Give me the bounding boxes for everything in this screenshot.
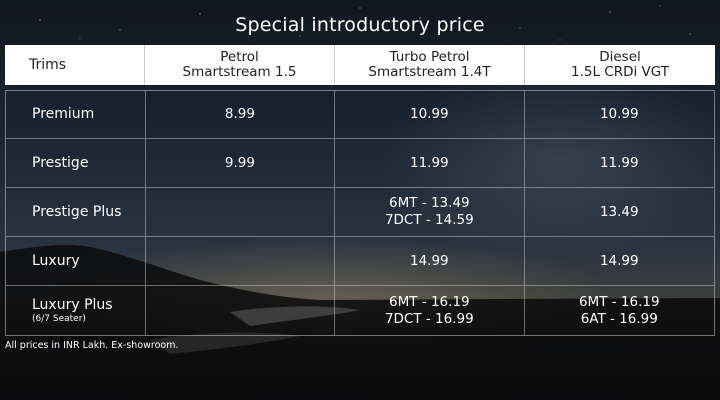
petrol-price-empty: [146, 188, 336, 236]
trim-cell: Luxury: [6, 237, 146, 285]
turbo-price-line1: 6MT - 13.49: [389, 195, 470, 211]
diesel-price: 13.49: [599, 203, 639, 220]
turbo-price-line2: 7DCT - 16.99: [384, 310, 474, 327]
table-row: Luxury 14.99 14.99: [6, 237, 714, 286]
trim-label: Luxury Plus: [32, 296, 113, 313]
table-row: Prestige Plus 6MT - 13.49 7DCT - 14.59 1…: [6, 188, 714, 237]
trim-cell: Premium: [6, 91, 146, 138]
table-row: Prestige 9.99 11.99 11.99: [6, 139, 714, 188]
table-row: Luxury Plus (6/7 Seater) 6MT - 16.19 7DC…: [6, 286, 714, 335]
page-title: Special introductory price: [235, 14, 485, 36]
header-turbo-line2: Smartstream 1.4T: [368, 64, 491, 80]
turbo-price-line1: 6MT - 16.19: [389, 293, 470, 310]
turbo-price: 6MT - 16.19 7DCT - 16.99: [335, 286, 525, 335]
turbo-price: 11.99: [335, 139, 525, 187]
petrol-price: 8.99: [146, 91, 336, 138]
turbo-price-line2: 7DCT - 14.59: [384, 212, 474, 228]
trim-cell: Prestige Plus: [6, 188, 146, 236]
trim-cell: Luxury Plus (6/7 Seater): [6, 286, 146, 335]
header-petrol-line2: Smartstream 1.5: [182, 64, 297, 80]
footnote: All prices in INR Lakh. Ex-showroom.: [5, 340, 179, 351]
diesel-price: 6MT - 16.19 6AT - 16.99: [525, 286, 714, 335]
trim-cell: Prestige: [6, 139, 146, 187]
header-diesel-line2: 1.5L CRDi VGT: [571, 64, 669, 80]
table-row: Premium 8.99 10.99 10.99: [6, 91, 714, 139]
header-trims: Trims: [5, 45, 145, 85]
trim-sublabel: (6/7 Seater): [32, 313, 86, 324]
header-turbo-petrol: Turbo Petrol Smartstream 1.4T: [335, 45, 525, 85]
petrol-price-empty: [146, 237, 336, 285]
turbo-price: 14.99: [335, 237, 525, 285]
turbo-price: 6MT - 13.49 7DCT - 14.59: [335, 188, 525, 236]
table-header: Trims Petrol Smartstream 1.5 Turbo Petro…: [5, 45, 715, 85]
petrol-price: 9.99: [146, 139, 336, 187]
header-turbo-line1: Turbo Petrol: [389, 49, 470, 65]
petrol-price-empty: [146, 286, 336, 335]
header-diesel: Diesel 1.5L CRDi VGT: [525, 45, 715, 85]
header-diesel-line1: Diesel: [599, 49, 641, 65]
diesel-price: 11.99: [599, 154, 639, 171]
turbo-price: 10.99: [335, 91, 525, 138]
diesel-price: 10.99: [599, 106, 639, 122]
price-table: Premium 8.99 10.99 10.99 Prestige 9.99 1…: [5, 90, 715, 336]
diesel-price: 14.99: [599, 252, 639, 269]
header-petrol: Petrol Smartstream 1.5: [145, 45, 335, 85]
header-petrol-line1: Petrol: [220, 49, 259, 65]
diesel-price-line1: 6MT - 16.19: [578, 293, 660, 310]
diesel-price-line2: 6AT - 16.99: [580, 310, 658, 327]
landscape-silhouette: [0, 245, 720, 400]
